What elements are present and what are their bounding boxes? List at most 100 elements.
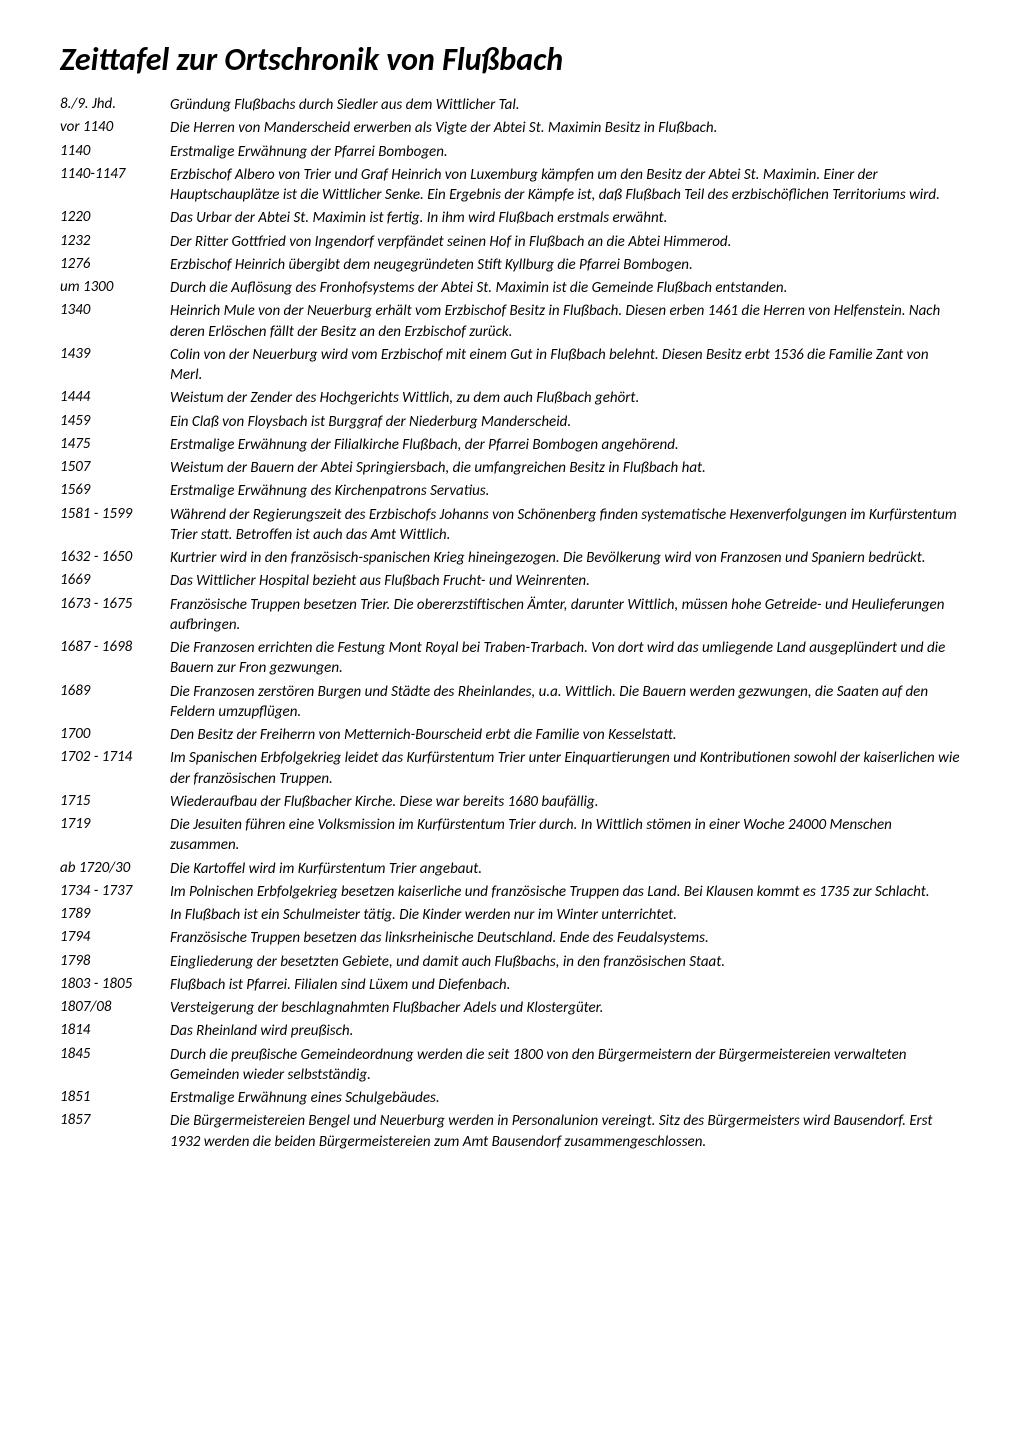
- entry-date: 8./9. Jhd.: [60, 95, 170, 118]
- entry-date: 1507: [60, 458, 170, 481]
- timeline-entry: 1140Erstmalige Erwähnung der Pfarrei Bom…: [60, 142, 960, 165]
- entry-date: 1140: [60, 142, 170, 165]
- entry-date: 1444: [60, 388, 170, 411]
- entry-date: 1581 - 1599: [60, 505, 170, 549]
- page-title: Zeittafel zur Ortschronik von Flußbach: [60, 40, 960, 79]
- entry-description: Der Ritter Gottfried von Ingendorf verpf…: [170, 232, 960, 255]
- timeline-entry: 1340Heinrich Mule von der Neuerburg erhä…: [60, 301, 960, 345]
- entry-date: 1140-1147: [60, 165, 170, 209]
- entry-description: Durch die Auflösung des Fronhofsystems d…: [170, 278, 960, 301]
- entry-date: 1569: [60, 481, 170, 504]
- timeline-entry: 1581 - 1599Während der Regierungszeit de…: [60, 505, 960, 549]
- timeline-entry: 1475Erstmalige Erwähnung der Filialkirch…: [60, 435, 960, 458]
- timeline-entry: 1669Das Wittlicher Hospital bezieht aus …: [60, 571, 960, 594]
- entry-date: 1475: [60, 435, 170, 458]
- entry-description: Colin von der Neuerburg wird vom Erzbisc…: [170, 345, 960, 389]
- entry-date: 1798: [60, 952, 170, 975]
- entry-description: Kurtrier wird in den französisch-spanisc…: [170, 548, 960, 571]
- timeline-entry: 1140-1147Erzbischof Albero von Trier und…: [60, 165, 960, 209]
- timeline-entry: vor 1140Die Herren von Manderscheid erwe…: [60, 118, 960, 141]
- entry-description: In Flußbach ist ein Schulmeister tätig. …: [170, 905, 960, 928]
- timeline-entry: 1803 - 1805Flußbach ist Pfarrei. Filiale…: [60, 975, 960, 998]
- entry-description: Erstmalige Erwähnung eines Schulgebäudes…: [170, 1088, 960, 1111]
- entry-date: 1276: [60, 255, 170, 278]
- entry-description: Im Spanischen Erbfolgekrieg leidet das K…: [170, 748, 960, 792]
- timeline-entry: 1719Die Jesuiten führen eine Volksmissio…: [60, 815, 960, 859]
- entry-description: Wiederaufbau der Flußbacher Kirche. Dies…: [170, 792, 960, 815]
- entry-description: Das Wittlicher Hospital bezieht aus Fluß…: [170, 571, 960, 594]
- entry-date: 1845: [60, 1045, 170, 1089]
- entry-description: Erstmalige Erwähnung der Filialkirche Fl…: [170, 435, 960, 458]
- entry-date: 1632 - 1650: [60, 548, 170, 571]
- timeline-entry: 1439Colin von der Neuerburg wird vom Erz…: [60, 345, 960, 389]
- entry-description: Die Franzosen errichten die Festung Mont…: [170, 638, 960, 682]
- timeline-entry: ab 1720/30Die Kartoffel wird im Kurfürst…: [60, 859, 960, 882]
- entry-date: 1220: [60, 208, 170, 231]
- entry-description: Weistum der Zender des Hochgerichts Witt…: [170, 388, 960, 411]
- entry-description: Erzbischof Albero von Trier und Graf Hei…: [170, 165, 960, 209]
- entry-description: Eingliederung der besetzten Gebiete, und…: [170, 952, 960, 975]
- entry-description: Ein Claß von Floysbach ist Burggraf der …: [170, 412, 960, 435]
- entry-description: Flußbach ist Pfarrei. Filialen sind Lüxe…: [170, 975, 960, 998]
- entry-date: 1851: [60, 1088, 170, 1111]
- entry-description: Die Herren von Manderscheid erwerben als…: [170, 118, 960, 141]
- timeline-table: 8./9. Jhd.Gründung Flußbachs durch Siedl…: [60, 95, 960, 1155]
- entry-description: Während der Regierungszeit des Erzbischo…: [170, 505, 960, 549]
- entry-date: 1807/08: [60, 998, 170, 1021]
- timeline-entry: 1734 - 1737Im Polnischen Erbfolgekrieg b…: [60, 882, 960, 905]
- entry-date: 1459: [60, 412, 170, 435]
- entry-date: 1687 - 1698: [60, 638, 170, 682]
- timeline-entry: 1687 - 1698Die Franzosen errichten die F…: [60, 638, 960, 682]
- entry-description: Französische Truppen besetzen Trier. Die…: [170, 595, 960, 639]
- entry-date: 1857: [60, 1111, 170, 1155]
- timeline-entry: 1689Die Franzosen zerstören Burgen und S…: [60, 682, 960, 726]
- entry-description: Weistum der Bauern der Abtei Springiersb…: [170, 458, 960, 481]
- entry-date: 1439: [60, 345, 170, 389]
- timeline-entry: 1569Erstmalige Erwähnung des Kirchenpatr…: [60, 481, 960, 504]
- entry-date: 1715: [60, 792, 170, 815]
- timeline-entry: 1798Eingliederung der besetzten Gebiete,…: [60, 952, 960, 975]
- timeline-entry: 1702 - 1714Im Spanischen Erbfolgekrieg l…: [60, 748, 960, 792]
- entry-description: Erstmalige Erwähnung des Kirchenpatrons …: [170, 481, 960, 504]
- entry-description: Heinrich Mule von der Neuerburg erhält v…: [170, 301, 960, 345]
- entry-date: 1719: [60, 815, 170, 859]
- timeline-entry: 1276Erzbischof Heinrich übergibt dem neu…: [60, 255, 960, 278]
- entry-date: 1689: [60, 682, 170, 726]
- timeline-entry: 1700Den Besitz der Freiherrn von Mettern…: [60, 725, 960, 748]
- entry-description: Im Polnischen Erbfolgekrieg besetzen kai…: [170, 882, 960, 905]
- entry-description: Das Urbar der Abtei St. Maximin ist fert…: [170, 208, 960, 231]
- entry-date: 1702 - 1714: [60, 748, 170, 792]
- entry-description: Durch die preußische Gemeindeordnung wer…: [170, 1045, 960, 1089]
- timeline-entry: 1807/08Versteigerung der beschlagnahmten…: [60, 998, 960, 1021]
- timeline-entry: 1857Die Bürgermeistereien Bengel und Neu…: [60, 1111, 960, 1155]
- timeline-entry: 1459Ein Claß von Floysbach ist Burggraf …: [60, 412, 960, 435]
- entry-description: Die Jesuiten führen eine Volksmission im…: [170, 815, 960, 859]
- timeline-entry: 1845Durch die preußische Gemeindeordnung…: [60, 1045, 960, 1089]
- entry-date: 1673 - 1675: [60, 595, 170, 639]
- entry-description: Die Bürgermeistereien Bengel und Neuerbu…: [170, 1111, 960, 1155]
- timeline-entry: 1673 - 1675Französische Truppen besetzen…: [60, 595, 960, 639]
- entry-description: Gründung Flußbachs durch Siedler aus dem…: [170, 95, 960, 118]
- timeline-entry: 1507Weistum der Bauern der Abtei Springi…: [60, 458, 960, 481]
- entry-date: 1340: [60, 301, 170, 345]
- entry-date: 1669: [60, 571, 170, 594]
- timeline-entry: 1814Das Rheinland wird preußisch.: [60, 1021, 960, 1044]
- entry-description: Den Besitz der Freiherrn von Metternich-…: [170, 725, 960, 748]
- entry-description: Französische Truppen besetzen das linksr…: [170, 928, 960, 951]
- entry-description: Erzbischof Heinrich übergibt dem neugegr…: [170, 255, 960, 278]
- timeline-entry: 1220Das Urbar der Abtei St. Maximin ist …: [60, 208, 960, 231]
- entry-date: 1803 - 1805: [60, 975, 170, 998]
- entry-date: um 1300: [60, 278, 170, 301]
- entry-date: 1232: [60, 232, 170, 255]
- entry-description: Versteigerung der beschlagnahmten Flußba…: [170, 998, 960, 1021]
- entry-date: 1814: [60, 1021, 170, 1044]
- entry-date: 1700: [60, 725, 170, 748]
- entry-date: 1789: [60, 905, 170, 928]
- entry-date: ab 1720/30: [60, 859, 170, 882]
- entry-date: 1794: [60, 928, 170, 951]
- timeline-entry: 8./9. Jhd.Gründung Flußbachs durch Siedl…: [60, 95, 960, 118]
- entry-description: Erstmalige Erwähnung der Pfarrei Bomboge…: [170, 142, 960, 165]
- entry-date: vor 1140: [60, 118, 170, 141]
- entry-description: Das Rheinland wird preußisch.: [170, 1021, 960, 1044]
- entry-description: Die Franzosen zerstören Burgen und Städt…: [170, 682, 960, 726]
